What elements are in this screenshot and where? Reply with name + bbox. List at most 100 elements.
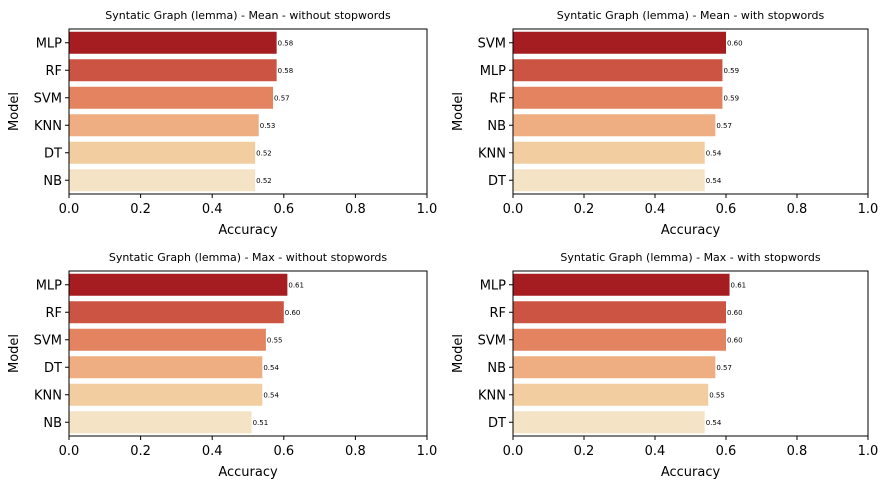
x-tick-label: 0.2 <box>574 202 595 217</box>
x-tick-label: 0.8 <box>345 202 366 217</box>
y-tick-label: DT <box>488 416 506 431</box>
bar-rf <box>513 301 726 324</box>
x-tick-label: 0.8 <box>787 202 808 217</box>
axes-frame <box>68 28 428 195</box>
x-tick-label: 0.6 <box>273 444 294 459</box>
y-tick-label: DT <box>44 361 62 376</box>
value-label: 0.59 <box>723 94 739 102</box>
value-label: 0.58 <box>278 67 294 75</box>
y-tick-label: RF <box>45 306 62 321</box>
bar-dt <box>69 356 263 379</box>
value-label: 0.59 <box>723 67 739 75</box>
chart-title: Syntatic Graph (lemma) - Mean - without … <box>105 9 391 22</box>
value-label: 0.60 <box>727 39 743 47</box>
y-tick-label: NB <box>43 174 62 189</box>
y-axis-label: Model <box>451 92 466 131</box>
value-label: 0.53 <box>260 122 276 130</box>
y-tick-label: RF <box>45 64 62 79</box>
x-tick-label: 0.0 <box>59 202 80 217</box>
value-label: 0.54 <box>706 177 722 185</box>
value-label: 0.54 <box>263 364 279 372</box>
bar-mlp <box>69 31 277 54</box>
bar-svm <box>513 328 726 351</box>
value-label: 0.54 <box>706 419 722 427</box>
x-tick-label: 0.2 <box>574 444 595 459</box>
bar-nb <box>513 114 716 137</box>
bar-nb <box>69 169 256 192</box>
bar-knn <box>513 141 705 164</box>
x-tick-label: 0.6 <box>716 202 737 217</box>
axes-frame <box>512 28 869 195</box>
value-label: 0.51 <box>253 419 269 427</box>
bar-mlp <box>513 59 723 82</box>
x-tick-label: 0.0 <box>503 202 524 217</box>
value-label: 0.57 <box>716 364 732 372</box>
y-tick-label: NB <box>43 416 62 431</box>
subplot-1: Syntatic Graph (lemma) - Mean - without … <box>7 9 437 238</box>
y-tick-label: KNN <box>34 119 62 134</box>
x-axis-label: Accuracy <box>661 465 721 480</box>
y-tick-label: KNN <box>478 146 506 161</box>
x-tick-label: 1.0 <box>858 444 879 459</box>
y-tick-label: DT <box>44 146 62 161</box>
subplot-4: Syntatic Graph (lemma) - Max - with stop… <box>451 251 878 480</box>
bar-svm <box>69 86 274 109</box>
value-label: 0.57 <box>274 94 290 102</box>
value-label: 0.58 <box>278 39 294 47</box>
y-tick-label: MLP <box>36 36 62 51</box>
subplot-2: Syntatic Graph (lemma) - Mean - with sto… <box>451 9 878 238</box>
bar-mlp <box>69 273 288 296</box>
x-tick-label: 0.8 <box>787 444 808 459</box>
x-tick-label: 0.4 <box>645 202 666 217</box>
y-tick-label: RF <box>489 91 506 106</box>
bar-nb <box>513 356 716 379</box>
x-tick-label: 0.2 <box>130 202 151 217</box>
value-label: 0.54 <box>263 391 279 399</box>
x-tick-label: 1.0 <box>417 202 438 217</box>
bar-mlp <box>513 273 730 296</box>
x-tick-label: 0.2 <box>130 444 151 459</box>
bar-rf <box>69 59 277 82</box>
y-tick-label: DT <box>488 174 506 189</box>
chart-title: Syntatic Graph (lemma) - Max - without s… <box>109 251 388 264</box>
bar-knn <box>69 383 263 406</box>
bar-svm <box>69 328 266 351</box>
y-tick-label: MLP <box>480 278 506 293</box>
y-axis-label: Model <box>7 334 22 373</box>
bar-nb <box>69 411 252 434</box>
value-label: 0.55 <box>709 391 725 399</box>
value-label: 0.61 <box>288 281 304 289</box>
x-tick-label: 0.0 <box>503 444 524 459</box>
x-tick-label: 0.8 <box>345 444 366 459</box>
x-tick-label: 0.4 <box>202 202 223 217</box>
y-tick-label: SVM <box>478 333 506 348</box>
y-tick-label: MLP <box>480 64 506 79</box>
x-axis-label: Accuracy <box>218 223 278 238</box>
y-tick-label: SVM <box>34 333 62 348</box>
value-label: 0.52 <box>256 149 272 157</box>
bar-rf <box>513 86 723 109</box>
x-tick-label: 0.6 <box>716 444 737 459</box>
y-tick-label: SVM <box>34 91 62 106</box>
y-tick-label: KNN <box>34 388 62 403</box>
x-axis-label: Accuracy <box>661 223 721 238</box>
value-label: 0.57 <box>716 122 732 130</box>
chart-title: Syntatic Graph (lemma) - Mean - with sto… <box>557 9 825 22</box>
x-tick-label: 1.0 <box>858 202 879 217</box>
value-label: 0.60 <box>285 309 301 317</box>
y-axis-label: Model <box>7 92 22 131</box>
y-tick-label: SVM <box>478 36 506 51</box>
axes-frame <box>512 270 869 437</box>
x-tick-label: 0.4 <box>202 444 223 459</box>
y-tick-label: RF <box>489 306 506 321</box>
y-tick-label: NB <box>487 361 506 376</box>
bar-svm <box>513 31 726 54</box>
value-label: 0.61 <box>731 281 747 289</box>
x-tick-label: 0.4 <box>645 444 666 459</box>
y-tick-label: MLP <box>36 278 62 293</box>
value-label: 0.52 <box>256 177 272 185</box>
bar-dt <box>69 141 256 164</box>
subplot-3: Syntatic Graph (lemma) - Max - without s… <box>7 251 437 480</box>
bar-rf <box>69 301 284 324</box>
value-label: 0.60 <box>727 309 743 317</box>
